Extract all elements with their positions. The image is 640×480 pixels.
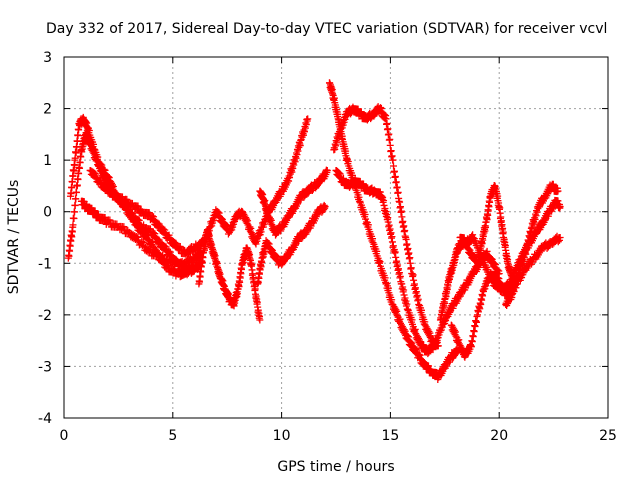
data-point <box>556 203 564 211</box>
data-point-interp <box>383 120 391 128</box>
data-point-interp <box>385 130 393 138</box>
data-point-interp <box>72 195 80 203</box>
data-point <box>321 203 329 211</box>
data-point-interp <box>387 147 395 155</box>
data-point <box>191 264 199 272</box>
data-point-interp <box>134 233 142 241</box>
data-point-interp <box>386 141 394 149</box>
data-point-interp <box>139 239 147 247</box>
data-point-interp <box>392 178 400 186</box>
data-point <box>556 234 564 241</box>
y-tick-label: -2 <box>38 308 52 324</box>
data-point-interp <box>106 216 114 224</box>
data-point <box>323 166 331 174</box>
series-track-f <box>199 115 312 248</box>
y-tick-label: 1 <box>43 153 52 169</box>
x-tick-label: 20 <box>490 428 508 444</box>
data-point-interp <box>153 249 161 257</box>
data-point-interp <box>467 343 475 351</box>
chart-title: Day 332 of 2017, Sidereal Day-to-day VTE… <box>46 21 607 37</box>
axis-ticks: 0 5 10 15 20 25 -4 -3 -2 -1 0 1 2 3 <box>38 50 617 444</box>
y-tick-label: 2 <box>43 102 52 118</box>
data-point-interp <box>188 258 196 266</box>
x-tick-label: 15 <box>381 428 399 444</box>
series-track-c <box>77 197 205 270</box>
data-point-interp <box>389 156 397 164</box>
data-point-interp <box>71 201 79 209</box>
x-axis-label: GPS time / hours <box>277 459 394 475</box>
data-point-interp <box>473 318 481 326</box>
data-point-interp <box>391 173 399 181</box>
data-point-interp <box>384 125 392 133</box>
data-point <box>304 115 312 123</box>
x-tick-label: 0 <box>60 428 69 444</box>
y-axis-label: SDTVAR / TECUs <box>6 180 22 295</box>
series-track-o <box>502 180 562 310</box>
series-track-g <box>254 201 329 288</box>
data-point-interp <box>69 221 77 229</box>
x-tick-label: 25 <box>599 428 617 444</box>
y-tick-label: -3 <box>38 359 52 375</box>
data-point-interp <box>159 251 167 259</box>
series-track-k <box>332 166 503 358</box>
y-tick-label: 0 <box>43 205 52 221</box>
data-point-interp <box>138 238 146 246</box>
data-point-interp <box>468 338 476 346</box>
grid-lines <box>64 57 608 418</box>
data-point-interp <box>71 208 79 216</box>
y-tick-label: 3 <box>43 50 52 66</box>
data-point-interp <box>394 188 402 196</box>
data-point-interp <box>471 323 479 331</box>
data-point <box>554 187 562 195</box>
data-point-interp <box>120 223 128 231</box>
y-tick-label: -4 <box>38 411 52 427</box>
data-point-interp <box>390 162 398 170</box>
data-point-interp <box>77 153 85 161</box>
data-point-interp <box>70 214 78 222</box>
data-point-interp <box>393 183 401 191</box>
data-points <box>64 79 564 383</box>
plot-border <box>63 56 609 419</box>
data-point-interp <box>145 245 153 253</box>
x-tick-label: 10 <box>273 428 291 444</box>
x-tick-label: 5 <box>168 428 177 444</box>
data-point-interp <box>469 333 477 341</box>
series-track-m <box>447 196 564 361</box>
data-point-interp <box>390 167 398 175</box>
y-tick-label: -1 <box>38 256 52 272</box>
data-point-interp <box>386 135 394 143</box>
series-track-h <box>256 166 331 239</box>
data-point-interp <box>470 328 478 336</box>
data-point-interp <box>132 232 140 240</box>
data-point <box>256 316 264 324</box>
